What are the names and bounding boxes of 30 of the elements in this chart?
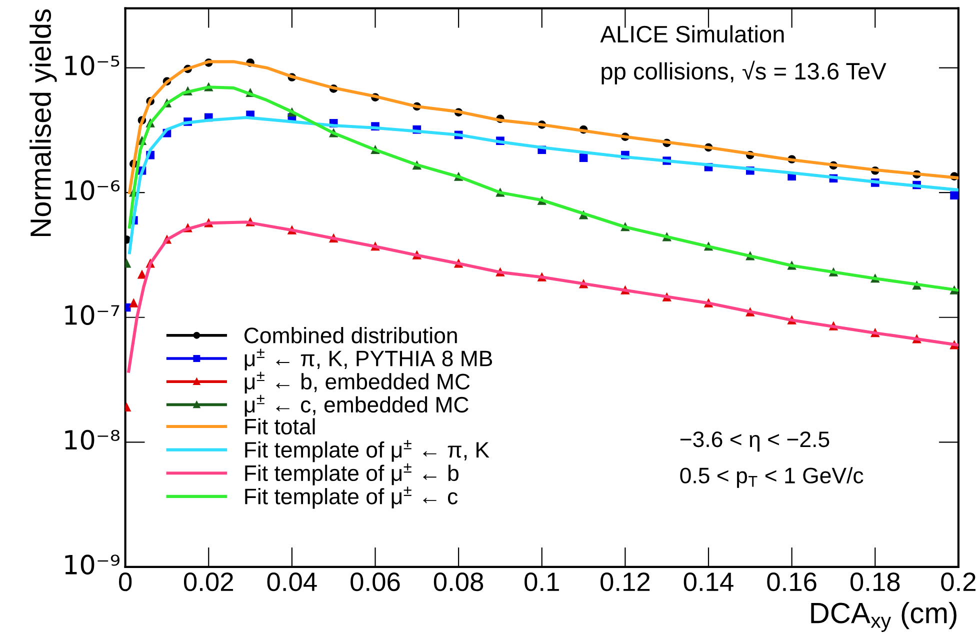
legend-label: Fit total [245,418,315,435]
x-tick-label: 0.16 [767,572,816,592]
x-tick-label: 0.06 [350,572,400,592]
x-tick-label: 0.2 [941,572,976,592]
annotation: −3.6 < η < −2.5 [680,431,830,452]
x-tick-label: 0.18 [850,572,900,592]
x-tick-label: 0.14 [684,572,734,592]
x-tick-label: 0.1 [524,572,559,592]
x-tick-label: 0.08 [434,572,484,592]
legend-label: μ$^{±}$ ← c, embedded MC [244,394,468,417]
y-tick-label: 10⁻⁵ [65,56,120,76]
x-tick-label: 0.04 [267,572,317,592]
y-tick-label: 10⁻⁶ [65,180,120,200]
x-tick-label: 0 [119,572,132,592]
y-tick-label: 10⁻⁸ [65,430,120,450]
legend-label: Fit template of μ$^{±}$ ← π, K [245,440,490,462]
annotation: pp collisions, √s = 13.6 TeV [602,60,886,84]
y-tick-label: 10⁻⁷ [65,305,120,326]
y-axis-title: Normalised yields [30,9,57,236]
legend-label: Combined distribution [244,327,457,344]
x-axis-title: DCA$_{xy}$ (cm) [811,602,956,632]
annotation: 0.5 < p$_{T}$ < 1 GeV/c [680,467,864,488]
y-tick-label: 10⁻⁹ [65,554,120,575]
x-tick-label: 0.12 [600,572,650,592]
legend-label: μ$^{±}$ ← π, K, PYTHIA 8 MB [244,348,492,370]
legend-label: Fit template of μ$^{±}$ ← b [245,463,458,486]
annotation: ALICE Simulation [600,25,784,43]
legend-label: μ$^{±}$ ← b, embedded MC [244,372,470,394]
x-tick-label: 0.02 [184,572,233,592]
legend-label: Fit template of μ$^{±}$ ← c [245,486,458,509]
